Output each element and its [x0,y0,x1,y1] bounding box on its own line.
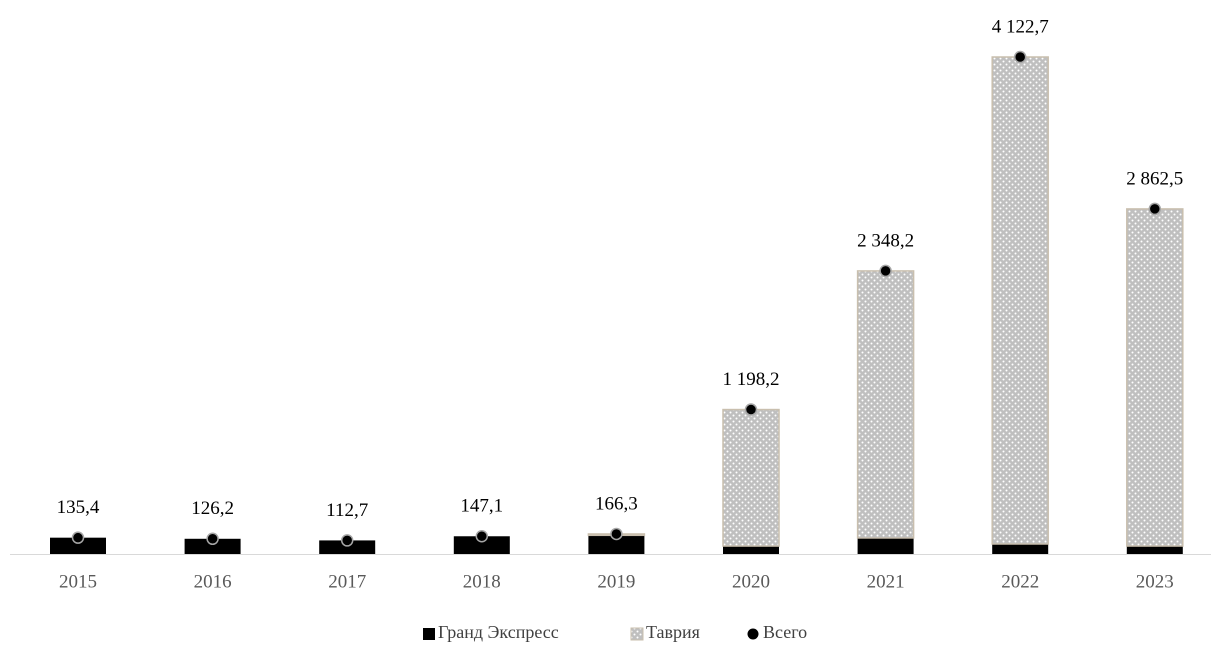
legend-marker [423,628,435,640]
bar-segment [1126,208,1184,547]
data-label: 166,3 [595,493,638,514]
bar-segment [184,538,241,554]
bar-segment [722,408,780,547]
data-label: 135,4 [57,497,100,518]
data-label: 4 122,7 [992,16,1049,37]
legend-label: Всего [763,622,807,642]
data-label: 2 862,5 [1126,168,1183,189]
bar-segment [857,537,914,554]
x-tick-label: 2020 [732,571,770,592]
x-tick-label: 2022 [1001,571,1039,592]
total-marker [1013,50,1027,64]
data-label: 1 198,2 [723,369,780,390]
bar-segment [50,537,106,554]
bar-segment [723,546,779,554]
x-tick-label: 2019 [597,571,635,592]
data-label: 112,7 [326,500,368,521]
total-marker [206,532,219,546]
data-label: 126,2 [191,498,234,519]
total-marker [71,531,85,544]
x-tick-label: 2021 [867,571,905,592]
legend-marker [747,628,759,640]
bar-segment [453,536,510,554]
x-tick-label: 2017 [328,571,366,592]
total-marker [1148,202,1162,216]
total-marker [340,534,354,547]
bar-segment [319,540,376,554]
bar-segment [992,543,1049,554]
legend-marker [630,627,644,641]
bar-segment [991,56,1049,545]
x-tick-label: 2018 [463,571,501,592]
legend-label: Таврия [646,622,700,642]
bar-segment [588,535,645,554]
legend-label: Гранд Экспресс [438,622,559,642]
total-marker [744,403,758,416]
x-tick-label: 2015 [59,571,97,592]
data-label: 147,1 [460,496,503,517]
total-marker [475,530,489,543]
total-marker [879,264,892,278]
x-tick-label: 2016 [194,571,232,592]
bar-segment [856,270,915,539]
x-tick-label: 2023 [1136,571,1174,592]
data-label: 2 348,2 [857,230,914,251]
bar-segment [1126,546,1183,554]
total-marker [610,527,623,541]
